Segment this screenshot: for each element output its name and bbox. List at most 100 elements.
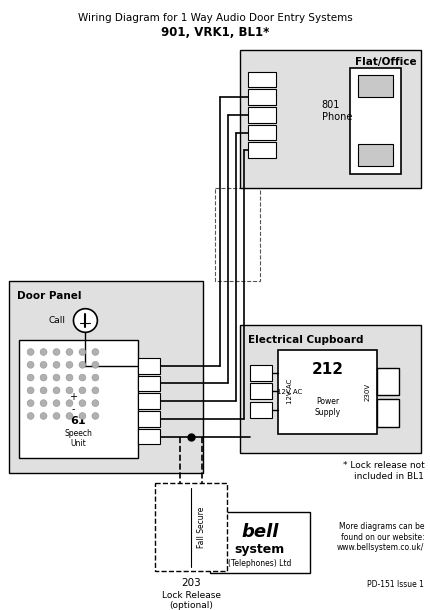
Text: Call: Call [48, 316, 65, 325]
Bar [249, 384, 271, 399]
Bar [247, 124, 275, 140]
Circle shape [40, 348, 47, 356]
Bar [247, 89, 275, 105]
Bar [209, 512, 309, 573]
Bar [138, 393, 160, 409]
Text: O: O [258, 110, 264, 120]
Text: +: + [69, 392, 77, 402]
Circle shape [73, 309, 97, 332]
Text: Unit: Unit [71, 439, 86, 448]
Text: (optional): (optional) [169, 601, 212, 610]
Text: 203: 203 [181, 578, 200, 588]
Bar [138, 376, 160, 392]
Bar [240, 325, 421, 453]
Text: system: system [234, 544, 284, 556]
Text: Power: Power [315, 396, 338, 406]
Bar [9, 281, 203, 473]
Text: -: - [71, 404, 75, 414]
Text: 12V AC: 12V AC [276, 389, 302, 395]
Circle shape [92, 348, 98, 356]
Text: R: R [258, 128, 264, 137]
Text: 801
Phone: 801 Phone [321, 100, 351, 122]
Text: Flat/Office: Flat/Office [354, 57, 415, 66]
Bar [249, 365, 271, 381]
Circle shape [92, 387, 98, 394]
Circle shape [40, 412, 47, 420]
Bar [18, 340, 138, 458]
Circle shape [92, 361, 98, 368]
Text: Fall Secure: Fall Secure [197, 506, 206, 548]
Bar [247, 142, 275, 158]
Circle shape [40, 361, 47, 368]
Text: Speech: Speech [64, 429, 92, 438]
Circle shape [27, 361, 34, 368]
Circle shape [66, 374, 73, 381]
Circle shape [27, 387, 34, 394]
Text: 61: 61 [71, 416, 86, 426]
Text: T: T [147, 361, 151, 370]
Bar [357, 76, 393, 97]
Bar [155, 483, 227, 572]
Text: More diagrams can be
found on our website:
www.bellsystem.co.uk/: More diagrams can be found on our websit… [336, 522, 424, 552]
Text: bell: bell [241, 523, 278, 541]
Circle shape [40, 387, 47, 394]
Bar [138, 411, 160, 427]
Circle shape [79, 361, 86, 368]
Bar [377, 368, 399, 395]
Circle shape [40, 374, 47, 381]
Bar [357, 145, 393, 166]
Circle shape [79, 400, 86, 407]
Text: T: T [259, 93, 264, 102]
Text: 12V AC: 12V AC [286, 379, 292, 404]
Bar [277, 350, 377, 434]
Circle shape [27, 400, 34, 407]
Bar [247, 71, 275, 87]
Circle shape [66, 412, 73, 420]
Text: Electrical Cupboard: Electrical Cupboard [247, 336, 362, 345]
Text: R: R [146, 396, 151, 406]
Circle shape [79, 348, 86, 356]
Circle shape [27, 348, 34, 356]
Bar [377, 399, 399, 427]
Circle shape [92, 374, 98, 381]
Circle shape [53, 400, 60, 407]
Text: * Lock release not
included in BL1: * Lock release not included in BL1 [342, 461, 424, 481]
Circle shape [53, 412, 60, 420]
Text: O: O [146, 379, 152, 388]
Circle shape [92, 400, 98, 407]
Text: H: H [146, 414, 152, 423]
Text: N: N [384, 408, 392, 418]
Bar [349, 68, 400, 174]
Text: L: L [384, 376, 391, 387]
Text: Z: Z [258, 75, 264, 84]
Bar [138, 358, 160, 374]
Text: I: I [260, 146, 262, 155]
Circle shape [27, 374, 34, 381]
Bar [215, 188, 259, 281]
Text: 901, VRK1, BL1*: 901, VRK1, BL1* [160, 26, 269, 38]
Text: Supply: Supply [314, 407, 340, 417]
Bar [247, 107, 275, 123]
Text: 212: 212 [311, 362, 343, 377]
Circle shape [53, 348, 60, 356]
Text: C: C [146, 432, 151, 441]
Circle shape [40, 400, 47, 407]
Circle shape [66, 400, 73, 407]
Circle shape [53, 374, 60, 381]
Circle shape [79, 374, 86, 381]
Circle shape [79, 387, 86, 394]
Text: 230V: 230V [364, 383, 370, 401]
Text: PD-151 Issue 1: PD-151 Issue 1 [367, 580, 424, 589]
Circle shape [66, 348, 73, 356]
Circle shape [79, 412, 86, 420]
Circle shape [53, 361, 60, 368]
Circle shape [53, 387, 60, 394]
Text: Lock Release: Lock Release [161, 590, 220, 600]
Text: Door Panel: Door Panel [17, 291, 81, 301]
Bar [240, 50, 421, 188]
Bar [249, 402, 271, 418]
Text: Wiring Diagram for 1 Way Audio Door Entry Systems: Wiring Diagram for 1 Way Audio Door Entr… [77, 13, 352, 23]
Circle shape [66, 361, 73, 368]
Circle shape [66, 387, 73, 394]
Circle shape [92, 412, 98, 420]
